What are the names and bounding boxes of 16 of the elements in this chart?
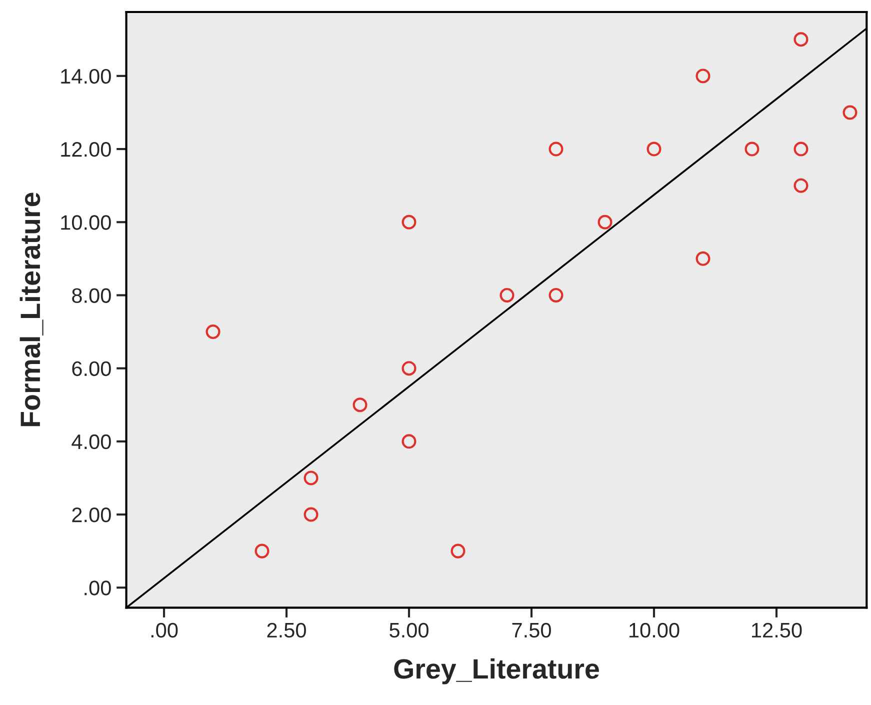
x-tick-label: 2.50 xyxy=(267,622,306,638)
y-tick-label: 6.00 xyxy=(72,361,111,376)
x-tick-label: 5.00 xyxy=(390,622,428,638)
y-axis-title: Formal_Literature xyxy=(20,192,44,426)
y-tick-label: 12.00 xyxy=(61,142,111,157)
x-axis-title: Grey_Literature xyxy=(394,658,599,684)
x-tick-label: .00 xyxy=(151,622,178,638)
y-tick-label: 4.00 xyxy=(72,434,111,450)
y-tick-label: 14.00 xyxy=(61,68,111,84)
y-tick-label: .00 xyxy=(84,580,111,596)
x-tick-label: 7.50 xyxy=(512,622,551,638)
y-tick-label: 2.00 xyxy=(72,508,111,522)
y-tick-label: 10.00 xyxy=(61,215,111,230)
y-tick-label: 8.00 xyxy=(72,288,111,303)
x-tick-label: 12.50 xyxy=(752,622,802,638)
x-tick-label: 10.00 xyxy=(630,622,680,638)
